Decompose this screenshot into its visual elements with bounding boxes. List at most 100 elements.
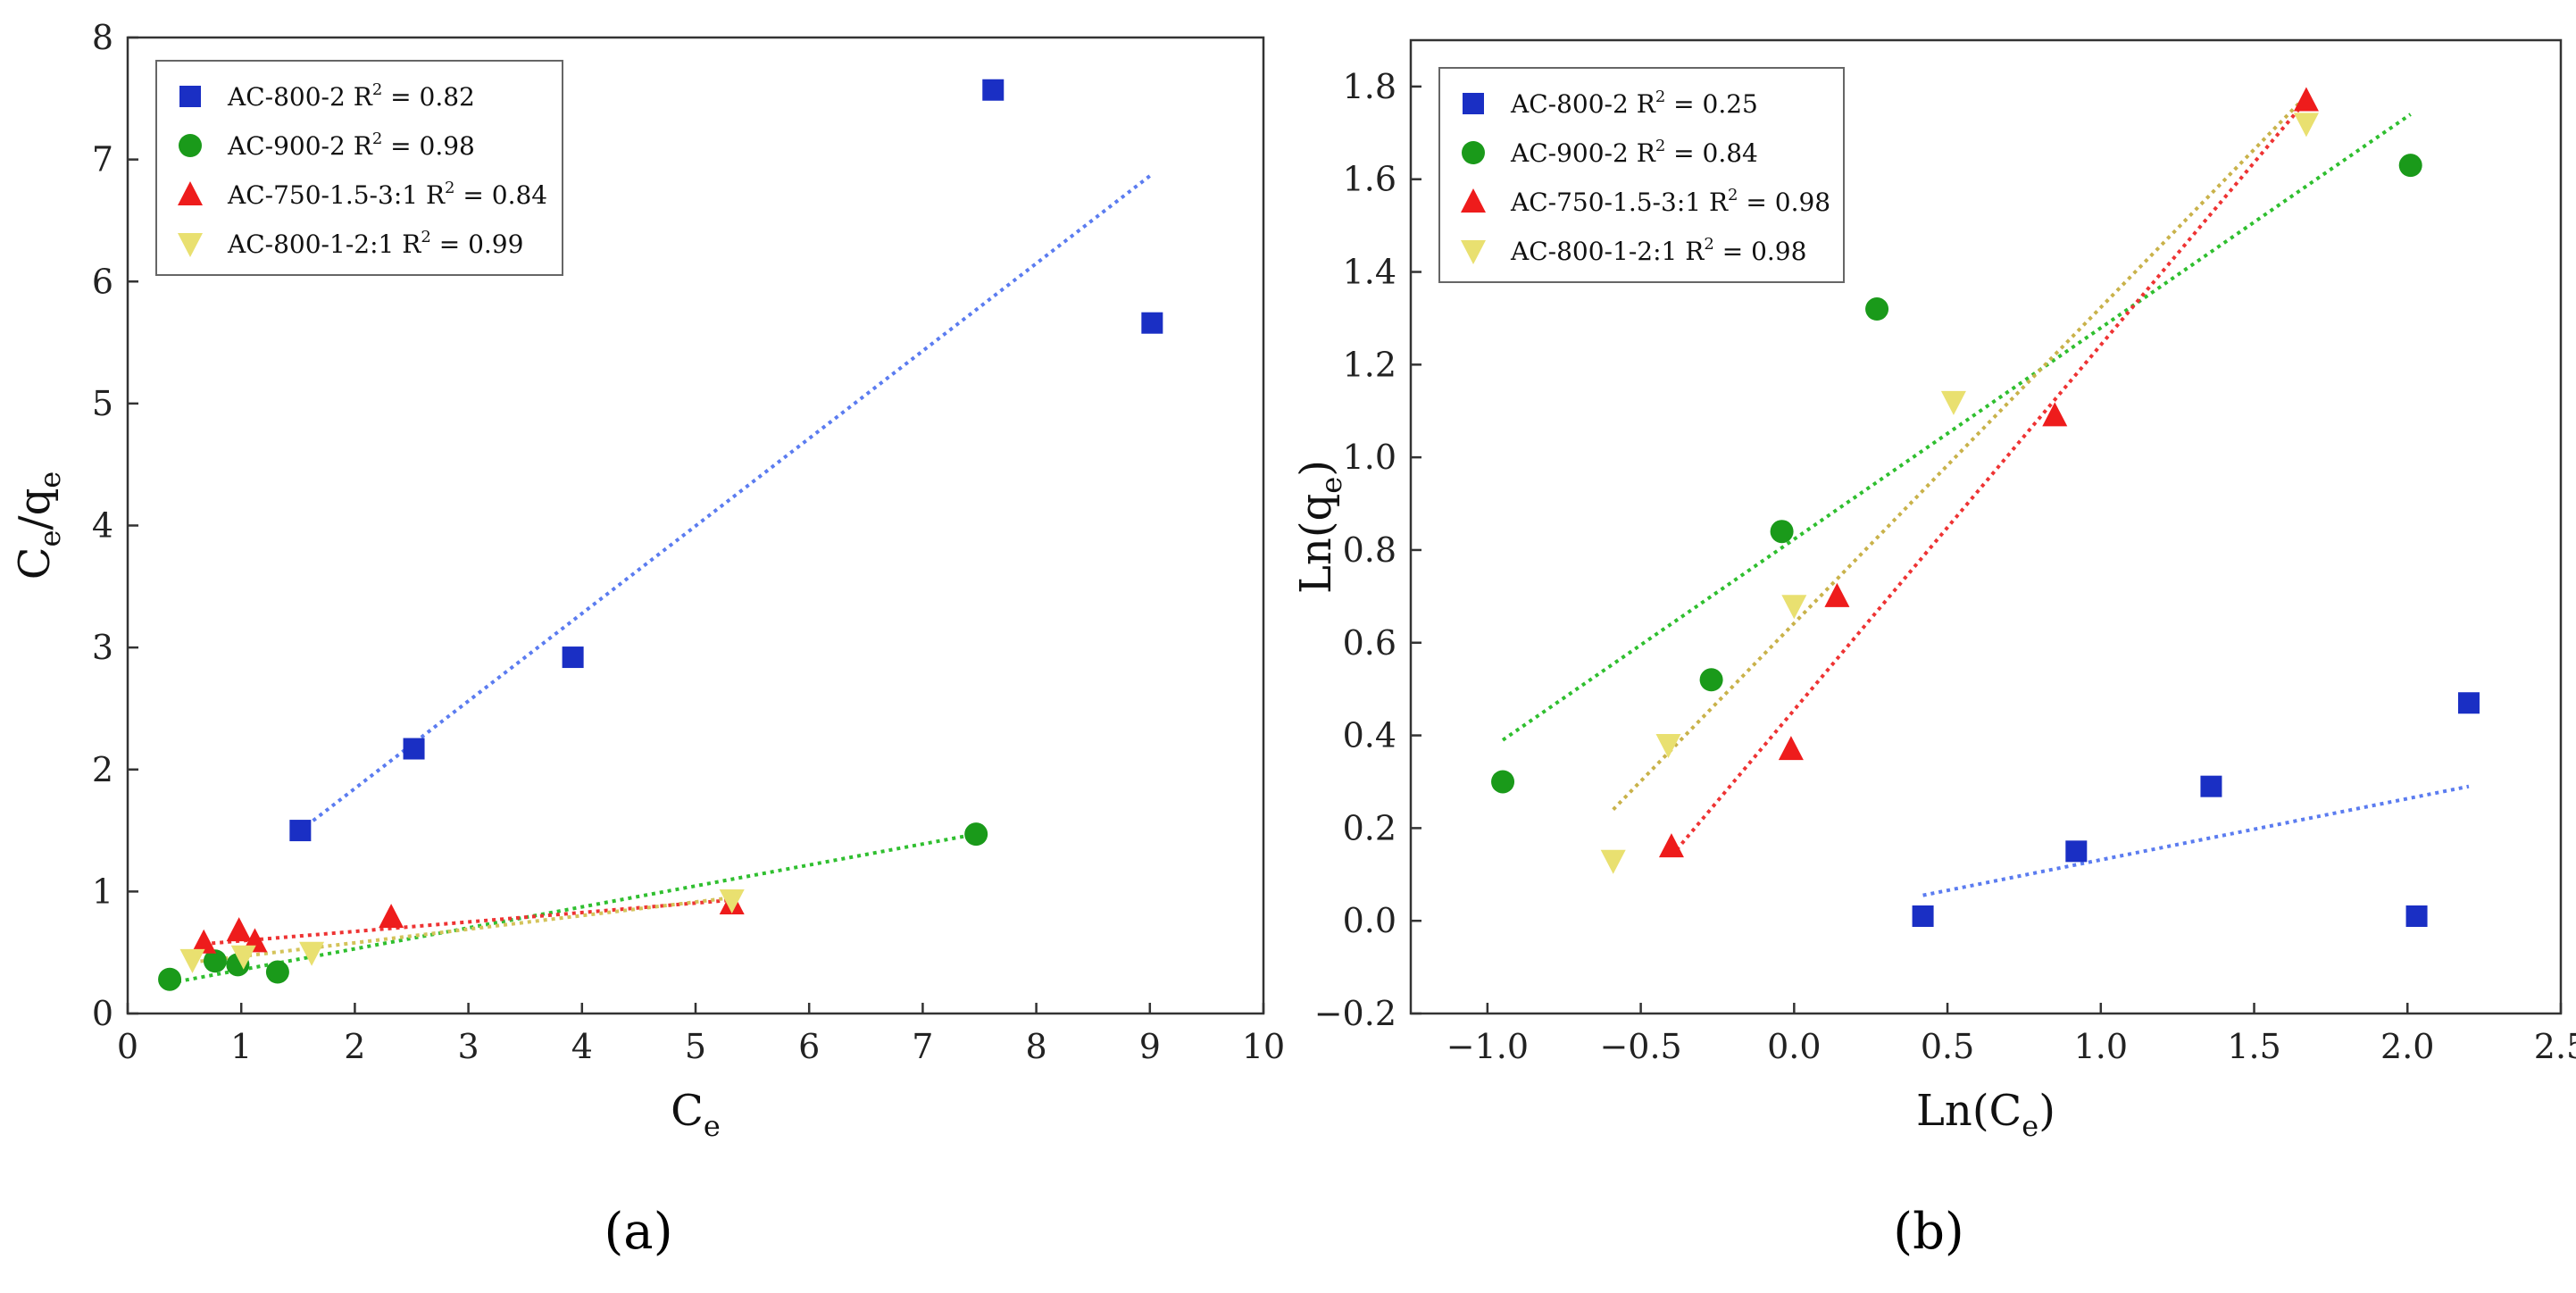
legend-marker — [179, 134, 202, 157]
x-tick-label: 1.0 — [2074, 1027, 2128, 1066]
data-point — [158, 967, 182, 991]
legend-entry: AC-900-2 R2 = 0.98 — [227, 129, 475, 161]
data-point — [1912, 905, 1934, 927]
data-point — [379, 904, 404, 929]
data-point — [1141, 312, 1163, 334]
y-tick-label: 4 — [92, 506, 113, 546]
x-axis: −1.0 −0.5 0.0 0.5 1.0 1.5 2.0 2.5 — [1446, 1003, 2576, 1066]
x-tick-label: 7 — [912, 1027, 933, 1066]
y-tick-label: 6 — [92, 262, 113, 301]
legend: AC-800-2 R2 = 0.25 AC-900-2 R2 = 0.84 AC-7… — [1438, 67, 1845, 283]
x-tick-label: 8 — [1026, 1027, 1047, 1066]
data-point — [982, 79, 1005, 101]
data-point — [1658, 833, 1684, 858]
plot-frame — [1409, 38, 2563, 1015]
y-tick-label: 8 — [92, 18, 113, 57]
y-tick-label: 1.8 — [1343, 67, 1396, 106]
y-tick-label: 1 — [92, 872, 113, 911]
y-axis: 0 1 2 3 4 5 6 7 8 — [92, 18, 138, 1033]
data-point — [289, 820, 312, 842]
x-tick-label: 2 — [344, 1027, 365, 1066]
y-tick-label: 7 — [92, 140, 113, 179]
legend-marker — [178, 233, 203, 257]
fit-line-ac-900-2 — [1501, 113, 2412, 742]
x-tick-label: 1 — [230, 1027, 252, 1066]
y-axis-label: Ce/qe — [10, 471, 67, 580]
data-point — [1824, 582, 1850, 607]
legend-marker — [178, 181, 203, 205]
y-tick-label: 0.8 — [1343, 530, 1396, 570]
legend-box — [1438, 67, 1845, 283]
fit-line-ac-800-2 — [299, 172, 1154, 832]
data-point — [1600, 849, 1626, 874]
data-point — [1940, 390, 1966, 415]
panel-label: (a) — [604, 1203, 672, 1261]
fit-line-ac-800-1-2-1 — [192, 896, 732, 964]
x-tick-label: 1.5 — [2227, 1027, 2280, 1066]
data-point — [203, 949, 227, 973]
legend-entry: AC-800-2 R2 = 0.25 — [1510, 88, 1758, 119]
data-point — [265, 960, 289, 984]
series-ac-800-2 — [1912, 692, 2480, 927]
x-axis: 0 1 2 3 4 5 6 7 8 9 10 — [117, 1003, 1285, 1066]
data-point — [1770, 520, 1794, 544]
fit-lines — [169, 172, 1154, 985]
data-point — [2042, 402, 2068, 427]
panel-label: (b) — [1893, 1203, 1964, 1261]
x-tick-label: 2.5 — [2534, 1027, 2576, 1066]
series-ac-900-2 — [1491, 154, 2422, 794]
y-tick-label: 1.4 — [1343, 253, 1396, 292]
x-axis-label: Ln(Ce) — [1916, 1086, 2055, 1143]
x-axis-label: Ce — [671, 1086, 721, 1143]
x-tick-label: 6 — [798, 1027, 820, 1066]
series-ac-750-1-5-3-1 — [191, 890, 745, 954]
fit-lines — [1501, 94, 2470, 897]
y-tick-label: 0.6 — [1343, 623, 1396, 663]
data-point — [964, 822, 988, 847]
series-ac-800-1-2-1 — [1600, 113, 2319, 874]
data-point — [226, 917, 252, 942]
data-point — [230, 945, 256, 970]
y-tick-label: 2 — [92, 750, 113, 789]
legend-entry: AC-900-2 R2 = 0.84 — [1510, 137, 1758, 168]
legend-marker — [1463, 93, 1484, 114]
y-tick-label: −0.2 — [1314, 994, 1396, 1033]
data-point — [1699, 668, 1723, 692]
data-point — [2293, 113, 2319, 138]
data-point — [2405, 905, 2428, 927]
series-ac-800-1-2-1 — [179, 888, 745, 973]
data-point — [1655, 733, 1681, 758]
legend-entry: AC-800-1-2:1 R2 = 0.99 — [227, 228, 523, 259]
x-tick-label: 0 — [117, 1027, 138, 1066]
y-tick-label: 1.0 — [1343, 438, 1396, 477]
data-point — [191, 929, 217, 954]
fit-line-ac-750-1-5-3-1 — [1670, 99, 2308, 857]
data-point — [2293, 87, 2319, 112]
fit-line-ac-900-2 — [169, 832, 977, 985]
y-tick-label: 5 — [92, 384, 113, 423]
y-tick-label: 0.4 — [1343, 716, 1396, 755]
y-axis-label: Ln(qe) — [1291, 460, 1348, 594]
series-ac-900-2 — [158, 822, 988, 991]
x-tick-label: −0.5 — [1599, 1027, 1681, 1066]
x-tick-label: 4 — [571, 1027, 593, 1066]
legend-box — [155, 60, 563, 276]
legend: AC-800-2 R2 = 0.82 AC-900-2 R2 = 0.98 AC-7… — [155, 60, 563, 276]
x-tick-label: −1.0 — [1446, 1027, 1529, 1066]
x-tick-label: 5 — [685, 1027, 706, 1066]
y-tick-label: 1.6 — [1343, 160, 1396, 199]
data-point — [1781, 595, 1807, 620]
y-axis: −0.2 0.0 0.2 0.4 0.6 0.8 1.0 1.2 1.4 1.6 1.8 — [1314, 67, 1421, 1033]
data-point — [719, 888, 745, 913]
legend-entry: AC-800-1-2:1 R2 = 0.98 — [1510, 235, 1806, 266]
y-tick-label: 1.2 — [1343, 345, 1396, 384]
data-point — [562, 646, 584, 669]
x-tick-label: 0.5 — [1921, 1027, 1974, 1066]
series-ac-750-1-5-3-1 — [1658, 87, 2319, 858]
x-tick-label: 0.0 — [1767, 1027, 1821, 1066]
legend-marker — [1461, 240, 1486, 264]
chart-panel-a: 0 1 2 3 4 5 6 7 8 9 10 0 1 2 3 4 5 6 7 8 Ce Ce/qe AC-800-2 R2 … — [10, 18, 1285, 1261]
data-point — [2065, 840, 2088, 863]
data-point — [1865, 297, 1889, 321]
